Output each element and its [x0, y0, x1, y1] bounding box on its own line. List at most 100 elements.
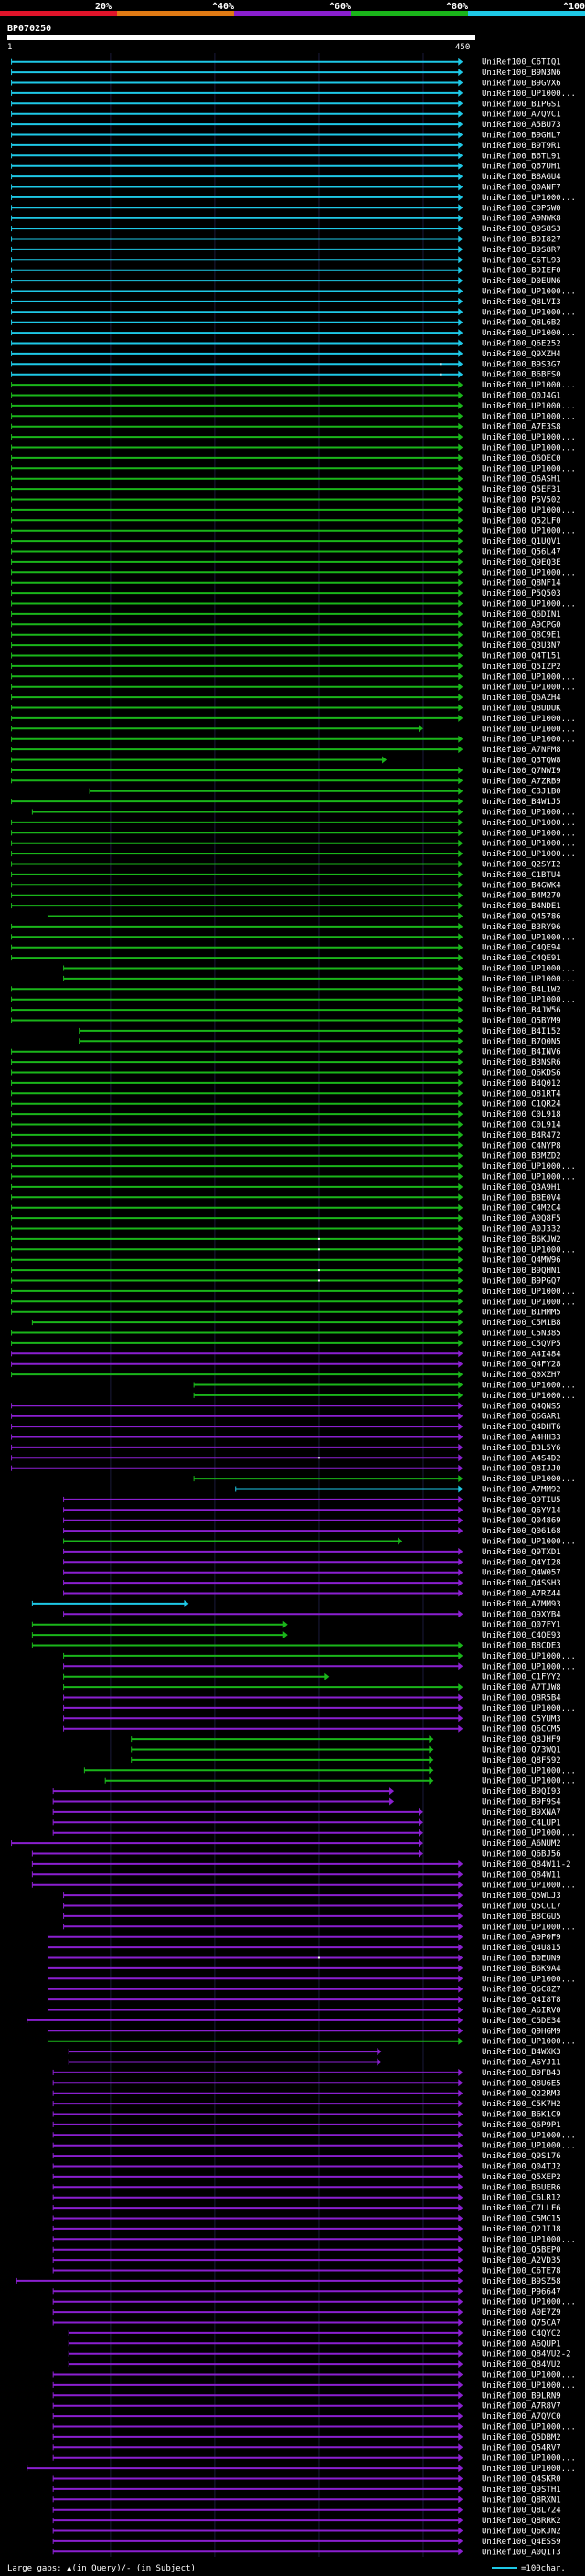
hit-label[interactable]: UniRef100_Q4QNS5 [482, 1402, 561, 1411]
hit-row[interactable]: UniRef100_UP1000... [52, 1829, 576, 1839]
hit-row[interactable]: UniRef100_UP1000... [11, 995, 576, 1005]
hit-row[interactable]: UniRef100_UP1000... [11, 1287, 576, 1297]
hit-label[interactable]: UniRef100_A0E7Z9 [482, 2308, 561, 2317]
hit-label[interactable]: UniRef100_Q6AZH4 [482, 694, 561, 703]
hit-row[interactable]: UniRef100_C5N385 [11, 1329, 561, 1339]
hit-row[interactable]: UniRef100_UP1000... [11, 725, 576, 734]
hit-label[interactable]: UniRef100_A7E3S8 [482, 423, 561, 432]
hit-row[interactable]: UniRef100_A6QUP1 [68, 2339, 561, 2348]
hit-label[interactable]: UniRef100_B4Q012 [482, 1079, 561, 1088]
hit-row[interactable]: UniRef100_C7LLF6 [52, 2204, 561, 2213]
hit-label[interactable]: UniRef100_B3L5Y6 [482, 1444, 561, 1453]
hit-row[interactable]: UniRef100_B8E0V4 [11, 1193, 561, 1203]
hit-label[interactable]: UniRef100_UP1000... [482, 1882, 576, 1891]
hit-label[interactable]: UniRef100_A7R8V7 [482, 2402, 561, 2412]
hit-row[interactable]: UniRef100_Q56L47 [11, 547, 561, 557]
hit-label[interactable]: UniRef100_Q9XZH4 [482, 350, 561, 359]
hit-row[interactable]: UniRef100_B8CDE3 [31, 1641, 561, 1651]
hit-label[interactable]: UniRef100_A6YJ11 [482, 2059, 561, 2068]
hit-row[interactable]: UniRef100_C5YUM3 [63, 1714, 561, 1723]
hit-row[interactable]: UniRef100_UP1000... [11, 1298, 576, 1307]
hit-label[interactable]: UniRef100_Q4DHT6 [482, 1423, 561, 1432]
hit-label[interactable]: UniRef100_B9I827 [482, 236, 561, 245]
hit-label[interactable]: UniRef100_A9CPG0 [482, 620, 561, 630]
hit-row[interactable]: UniRef100_Q8UDUK [11, 704, 562, 714]
hit-label[interactable]: UniRef100_A7QVC1 [482, 111, 561, 120]
hit-label[interactable]: UniRef100_Q2JIJ8 [482, 2225, 561, 2234]
hit-label[interactable]: UniRef100_UP1000... [482, 464, 576, 473]
hit-label[interactable]: UniRef100_B9XNA7 [482, 1808, 561, 1818]
hit-label[interactable]: UniRef100_UP1000... [482, 329, 576, 338]
hit-row[interactable]: UniRef100_UP1000... [63, 1537, 576, 1547]
hit-label[interactable]: UniRef100_UP1000... [482, 444, 576, 453]
hit-row[interactable]: UniRef100_B9N3N6 [11, 69, 561, 78]
hit-label[interactable]: UniRef100_Q9STH1 [482, 2486, 561, 2495]
hit-label[interactable]: UniRef100_UP1000... [482, 568, 576, 578]
hit-row[interactable]: UniRef100_C5M1B8 [31, 1319, 561, 1328]
hit-row[interactable]: UniRef100_Q04869 [63, 1516, 561, 1526]
hit-row[interactable]: UniRef100_B9IEF0 [11, 266, 561, 276]
hit-row[interactable]: UniRef100_B8CGU5 [63, 1912, 561, 1922]
hit-label[interactable]: UniRef100_P5V502 [482, 496, 561, 505]
hit-row[interactable]: UniRef100_B9QHN1 [11, 1267, 561, 1276]
hit-label[interactable]: UniRef100_UP1000... [482, 1392, 576, 1401]
hit-row[interactable]: UniRef100_Q54RV7 [52, 2443, 561, 2453]
hit-row[interactable]: UniRef100_B1PGS1 [11, 100, 561, 109]
hit-label[interactable]: UniRef100_C5MC15 [482, 2215, 561, 2224]
hit-label[interactable]: UniRef100_C4QE93 [482, 1631, 561, 1640]
hit-row[interactable]: UniRef100_B9I827 [11, 235, 561, 245]
hit-label[interactable]: UniRef100_UP1000... [482, 2235, 576, 2244]
hit-label[interactable]: UniRef100_B9S8R7 [482, 246, 561, 255]
hit-row[interactable]: UniRef100_Q9TIU5 [63, 1495, 561, 1505]
hit-label[interactable]: UniRef100_Q2SYI2 [482, 861, 561, 870]
hit-label[interactable]: UniRef100_Q8U6E5 [482, 2079, 561, 2088]
hit-row[interactable]: UniRef100_A9CPG0 [11, 620, 561, 630]
hit-row[interactable]: UniRef100_A7QVC0 [52, 2412, 561, 2422]
hit-label[interactable]: UniRef100_Q5IZP2 [482, 663, 561, 672]
hit-row[interactable]: UniRef100_UP1000... [11, 839, 576, 849]
hit-row[interactable]: UniRef100_UP1000... [11, 568, 576, 578]
hit-label[interactable]: UniRef100_C5N385 [482, 1330, 561, 1339]
hit-row[interactable]: UniRef100_B9SZ58 [16, 2276, 561, 2286]
hit-row[interactable]: UniRef100_UP1000... [11, 850, 576, 859]
hit-label[interactable]: UniRef100_P96647 [482, 2287, 561, 2296]
hit-label[interactable]: UniRef100_C6TE78 [482, 2267, 561, 2276]
hit-row[interactable]: UniRef100_UP1000... [52, 2235, 576, 2244]
hit-label[interactable]: UniRef100_UP1000... [482, 840, 576, 849]
hit-row[interactable]: UniRef100_Q3A9H1 [11, 1182, 561, 1193]
hit-label[interactable]: UniRef100_UP1000... [482, 2381, 576, 2390]
hit-row[interactable]: UniRef100_C4QE94 [11, 943, 561, 953]
hit-row[interactable]: UniRef100_Q67UH1 [11, 162, 561, 172]
hit-row[interactable]: UniRef100_Q06168 [63, 1527, 561, 1536]
hit-label[interactable]: UniRef100_B9FB43 [482, 2069, 561, 2078]
hit-label[interactable]: UniRef100_B3RY96 [482, 923, 561, 932]
hit-row[interactable]: UniRef100_Q04TJ2 [52, 2162, 561, 2172]
hit-row[interactable]: UniRef100_P96647 [52, 2287, 561, 2296]
hit-label[interactable]: UniRef100_UP1000... [482, 1829, 576, 1839]
hit-label[interactable]: UniRef100_Q5EF31 [482, 485, 561, 494]
hit-label[interactable]: UniRef100_UP1000... [482, 1662, 576, 1671]
hit-row[interactable]: UniRef100_Q6C8Z7 [47, 1985, 561, 1995]
hit-label[interactable]: UniRef100_Q0J4G1 [482, 392, 561, 401]
hit-label[interactable]: UniRef100_B9QI93 [482, 1787, 561, 1797]
hit-row[interactable]: UniRef100_Q4ESS9 [52, 2537, 561, 2547]
hit-row[interactable]: UniRef100_UP1000... [11, 933, 576, 942]
hit-label[interactable]: UniRef100_B9N3N6 [482, 69, 561, 78]
hit-label[interactable]: UniRef100_Q6CCM5 [482, 1725, 561, 1734]
hit-row[interactable]: UniRef100_Q8F592 [131, 1755, 561, 1765]
hit-row[interactable]: UniRef100_C1QR24 [11, 1099, 561, 1109]
hit-row[interactable]: UniRef100_UP1000... [11, 287, 576, 297]
hit-label[interactable]: UniRef100_A9NWK8 [482, 215, 561, 224]
hit-label[interactable]: UniRef100_Q4I8T8 [482, 1996, 561, 2005]
hit-row[interactable]: UniRef100_B9FB43 [52, 2068, 561, 2078]
hit-label[interactable]: UniRef100_Q6KDS6 [482, 1069, 561, 1078]
hit-row[interactable]: UniRef100_Q4T151 [11, 652, 561, 662]
hit-row[interactable]: UniRef100_Q2JIJ8 [52, 2224, 561, 2234]
hit-row[interactable]: UniRef100_Q4FY28 [11, 1360, 561, 1370]
hit-row[interactable]: UniRef100_B4NDE1 [11, 902, 561, 911]
hit-label[interactable]: UniRef100_Q4FY28 [482, 1361, 561, 1370]
hit-row[interactable]: UniRef100_UP1000... [11, 818, 576, 828]
hit-label[interactable]: UniRef100_Q67UH1 [482, 163, 561, 172]
hit-label[interactable]: UniRef100_Q9TIU5 [482, 1496, 561, 1505]
hit-label[interactable]: UniRef100_UP1000... [482, 1652, 576, 1661]
